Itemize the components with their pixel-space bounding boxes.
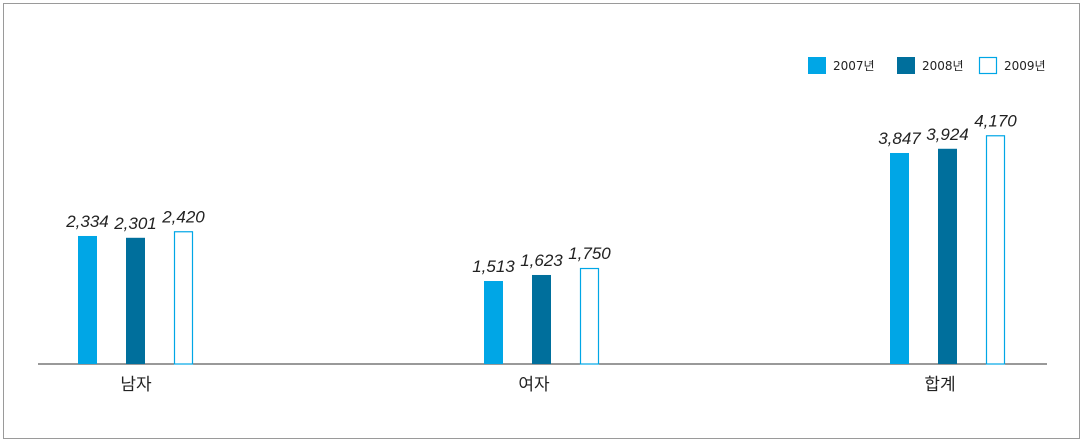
- bar-0-0: [78, 235, 97, 364]
- data-label-2-1: 3,924: [926, 125, 969, 144]
- bar-2-1: [938, 148, 957, 364]
- legend-label-0: 2007년: [833, 59, 875, 73]
- category-label-2: 합계: [924, 375, 955, 395]
- bar-1-2: [579, 267, 600, 365]
- data-label-1-0: 1,513: [472, 257, 515, 276]
- legend-swatch-1: [897, 57, 915, 74]
- bar-2-2: [985, 135, 1006, 365]
- bar-0-2: [173, 231, 194, 365]
- data-label-2-0: 3,847: [878, 129, 921, 148]
- bar-1-0: [484, 281, 503, 364]
- data-label-0-2: 2,420: [161, 207, 205, 226]
- category-label-0: 남자: [120, 375, 152, 395]
- legend-swatch-0: [808, 57, 826, 74]
- bar-0-1: [126, 237, 145, 364]
- data-label-0-1: 2,301: [113, 214, 157, 233]
- bar-1-1: [532, 274, 551, 364]
- bar-2-0: [890, 152, 909, 364]
- legend-swatch-2: [978, 56, 998, 75]
- data-label-2-2: 4,170: [974, 111, 1017, 130]
- data-label-0-0: 2,334: [65, 212, 109, 231]
- legend-label-1: 2008년: [922, 59, 964, 73]
- category-label-1: 여자: [518, 375, 550, 395]
- legend-label-2: 2009년: [1004, 59, 1046, 73]
- data-label-1-2: 1,750: [568, 244, 611, 263]
- data-label-1-1: 1,623: [520, 251, 563, 270]
